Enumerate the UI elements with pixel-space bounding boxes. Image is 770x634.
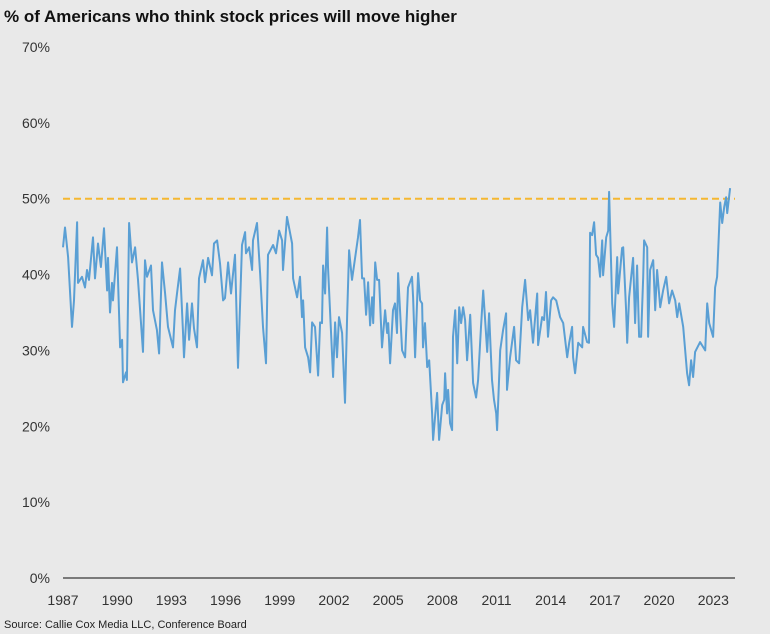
x-tick-label: 1999 xyxy=(264,592,295,608)
x-tick-label: 2005 xyxy=(373,592,404,608)
x-tick-label: 2014 xyxy=(535,592,566,608)
y-tick-label: 40% xyxy=(22,267,50,283)
x-tick-label: 1996 xyxy=(210,592,241,608)
x-tick-label: 1990 xyxy=(102,592,133,608)
y-tick-label: 30% xyxy=(22,342,50,358)
x-tick-label: 2008 xyxy=(427,592,458,608)
x-tick-label: 2017 xyxy=(589,592,620,608)
y-tick-label: 20% xyxy=(22,418,50,434)
y-tick-label: 50% xyxy=(22,191,50,207)
y-tick-label: 10% xyxy=(22,494,50,510)
x-tick-label: 1987 xyxy=(47,592,78,608)
x-tick-label: 2002 xyxy=(318,592,349,608)
source-note: Source: Callie Cox Media LLC, Conference… xyxy=(4,619,247,631)
x-axis: 1987 1990 1993 1996 1999 2002 2005 2008 2011 2014… xyxy=(47,592,729,608)
y-axis: 0% 10% 20% 30% 40% 50% 60% 70% xyxy=(22,39,50,586)
y-tick-label: 60% xyxy=(22,115,50,131)
y-tick-label: 0% xyxy=(30,570,50,586)
series-line xyxy=(62,187,732,441)
x-tick-label: 2011 xyxy=(481,592,511,608)
x-tick-label: 1993 xyxy=(156,592,187,608)
x-tick-label: 2023 xyxy=(698,592,729,608)
x-tick-label: 2020 xyxy=(644,592,675,608)
chart-title: % of Americans who think stock prices wi… xyxy=(4,7,457,26)
y-tick-label: 70% xyxy=(22,39,50,55)
